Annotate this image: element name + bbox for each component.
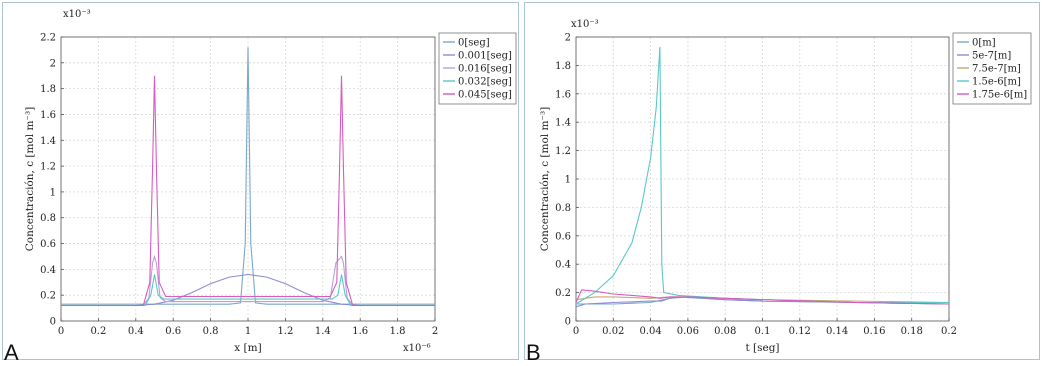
panel-letter-b: B <box>526 340 541 365</box>
b-legend-label-2: 7.5e-7[m] <box>972 64 1021 75</box>
b-y-tick-label: 0.4 <box>555 260 571 271</box>
b-x-tick-label: 0.02 <box>602 326 624 337</box>
a-legend-label-3: 0.032[seg] <box>458 77 512 88</box>
a-y-tick-label: 0.6 <box>40 239 56 250</box>
a-y-tick-label: 2.2 <box>40 33 56 44</box>
b-x-tick-label: 0.2 <box>941 326 957 337</box>
b-legend-label-0: 0[m] <box>972 38 996 49</box>
a-y-tick-label: 0 <box>50 317 56 328</box>
a-x-axis-label: x [m] <box>234 342 261 354</box>
a-y-axis-label: Concentración, c [mol m⁻³] <box>24 107 36 252</box>
b-x-tick-label: 0.18 <box>901 326 923 337</box>
b-x-tick-label: 0.06 <box>677 326 699 337</box>
a-series-line-4 <box>61 75 435 307</box>
panel-letter-a: A <box>4 340 19 365</box>
b-legend-label-4: 1.75e-6[m] <box>972 90 1027 101</box>
b-x-tick-label: 0.08 <box>714 326 736 337</box>
b-y-tick-label: 1.2 <box>555 146 571 157</box>
b-legend-label-3: 1.5e-6[m] <box>972 77 1021 88</box>
a-y-tick-label: 1.8 <box>40 84 56 95</box>
a-x-multiplier: x10⁻⁶ <box>403 343 431 354</box>
a-y-tick-label: 0.8 <box>40 213 56 224</box>
chart-a-svg: 0 0.2 0.4 0.6 0.8 1 1.2 1.4 1.6 1.8 2 0 0.2 0.4 0.6 0.8… <box>24 9 517 354</box>
b-y-tick-label: 1.6 <box>555 89 571 100</box>
a-x-tick-label: 0.2 <box>90 326 106 337</box>
a-y-tick-label: 1 <box>50 187 56 198</box>
a-x-tick-label: 0 <box>58 326 64 337</box>
b-legend-label-1: 5e-7[m] <box>972 51 1011 62</box>
b-y-tick-label: 1.4 <box>555 118 571 129</box>
b-series-group <box>575 46 950 308</box>
a-series-line-2 <box>61 254 435 307</box>
a-legend-label-0: 0[seg] <box>458 38 490 49</box>
a-x-tick-label: 1.8 <box>390 326 406 337</box>
a-series-group <box>61 47 435 307</box>
chart-b-svg: 0 0.02 0.04 0.06 0.08 0.1 0.12 0.14 0.16 0.18 0.2 0… <box>539 19 1032 354</box>
b-y-tick-label: 0 <box>565 317 571 328</box>
b-y-tick-label: 1 <box>565 175 571 186</box>
a-y-tick-label: 0.4 <box>40 265 56 276</box>
a-x-tick-label: 1.6 <box>352 326 368 337</box>
a-x-tick-label: 0.4 <box>128 326 144 337</box>
b-y-tick-label: 1.8 <box>555 61 571 72</box>
a-y-tick-label: 1.4 <box>40 136 56 147</box>
b-series-line-1 <box>575 296 950 308</box>
a-series-line-3 <box>61 274 435 307</box>
b-series-line-4 <box>575 289 950 305</box>
b-x-tick-label: 0.04 <box>639 326 661 337</box>
a-y-multiplier: x10⁻³ <box>63 9 91 20</box>
a-x-tick-label: 1 <box>245 326 251 337</box>
a-y-tick-label: 1.6 <box>40 110 56 121</box>
a-legend-label-1: 0.001[seg] <box>458 51 512 62</box>
a-y-tick-label: 1.2 <box>40 162 56 173</box>
b-y-tick-label: 0.8 <box>555 203 571 214</box>
a-x-tick-label: 0.8 <box>203 326 219 337</box>
a-series-line-0 <box>61 47 435 305</box>
b-x-tick-label: 0.1 <box>755 326 771 337</box>
b-y-multiplier: x10⁻³ <box>571 19 599 30</box>
b-y-axis-label: Concentración, c [mol m⁻³] <box>539 107 551 252</box>
a-x-tick-label: 2 <box>432 326 438 337</box>
b-x-tick-label: 0 <box>573 326 579 337</box>
b-y-tick-label: 2 <box>565 33 571 44</box>
a-series-line-1 <box>61 273 435 307</box>
b-y-tick-label: 0.6 <box>555 231 571 242</box>
a-y-tick-label: 2 <box>50 58 56 69</box>
chart-panel-b: 0 0.02 0.04 0.06 0.08 0.1 0.12 0.14 0.16 0.18 0.2 0… <box>524 2 1040 360</box>
a-x-tick-label: 1.2 <box>277 326 293 337</box>
b-x-tick-label: 0.14 <box>826 326 848 337</box>
chart-panel-a: 0 0.2 0.4 0.6 0.8 1 1.2 1.4 1.6 1.8 2 0 0.2 0.4 0.6 0.8… <box>2 2 519 360</box>
a-y-tick-label: 0.2 <box>40 291 56 302</box>
a-legend-label-4: 0.045[seg] <box>458 90 512 101</box>
a-x-tick-label: 0.6 <box>165 326 181 337</box>
b-x-tick-label: 0.16 <box>863 326 885 337</box>
a-legend-label-2: 0.016[seg] <box>458 64 512 75</box>
a-x-tick-label: 1.4 <box>315 326 331 337</box>
b-x-axis-label: t [seg] <box>745 342 779 354</box>
b-x-tick-label: 0.12 <box>789 326 811 337</box>
b-y-tick-label: 0.2 <box>555 288 571 299</box>
